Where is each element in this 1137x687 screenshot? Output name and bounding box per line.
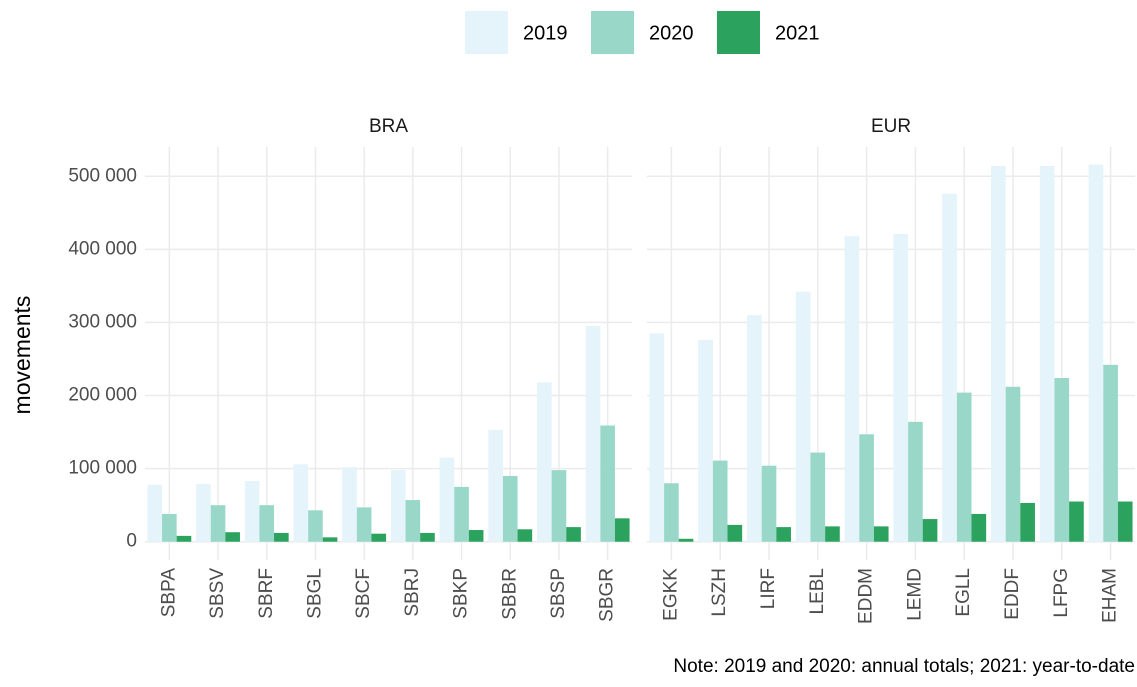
y-tick-label: 100 000 [68,458,137,479]
bar [196,483,211,542]
bar [1054,377,1070,542]
x-tick-label: SBGL [304,568,325,619]
bar [488,429,503,542]
x-tick-label: LSZH [709,568,730,617]
y-tick-label: 0 [126,531,137,552]
legend-label: 2021 [775,22,820,44]
bar [162,513,177,542]
x-tick-label: LEBL [807,568,828,614]
bar [893,233,909,542]
bar [614,518,630,542]
legend-swatch [717,11,760,54]
bar [727,524,743,542]
bar [356,507,372,542]
bar [225,532,240,542]
bar [405,500,421,542]
bar [1005,386,1021,542]
x-tick-label: SBCF [353,568,374,619]
bar [747,315,762,542]
legend-label: 2019 [523,22,568,44]
bar [1088,164,1104,542]
x-tick-label: SBPA [158,568,179,618]
x-tick-label: EGKK [660,568,681,621]
bar [908,421,923,542]
x-tick-label: LFPG [1051,568,1072,618]
bar [971,513,987,542]
x-tick-label: EHAM [1100,568,1121,623]
bar [342,467,357,542]
x-tick-label: EDDF [1002,568,1023,620]
x-tick-label: SBSP [548,568,569,619]
bar [678,538,694,542]
bar [468,530,484,542]
bar [712,460,728,542]
facet-title: BRA [369,116,408,137]
facet-title: EUR [871,116,911,137]
bar [274,532,289,542]
y-tick-label: 200 000 [68,385,137,406]
legend-swatch [591,11,634,54]
bar [698,339,713,542]
legend-label: 2020 [649,22,694,44]
y-tick-label: 500 000 [68,165,137,186]
bar [649,333,665,542]
bar [322,537,338,542]
bar [991,166,1006,542]
bar [795,291,811,542]
bar [244,481,260,542]
bar [1117,501,1133,542]
bar [371,533,387,542]
bar [825,526,840,542]
bar [176,535,192,542]
x-tick-label: SBGR [597,568,618,622]
x-tick-label: EDDM [856,568,877,624]
x-tick-label: SBRF [256,568,277,619]
bar [956,392,972,542]
bar [942,193,957,542]
bar [859,434,874,542]
bar [844,236,860,542]
bar [210,505,226,542]
bar [1039,166,1055,542]
y-tick-label: 300 000 [68,311,137,332]
x-tick-label: SBBR [499,568,520,620]
bar [600,425,615,542]
note: Note: 2019 and 2020: annual totals; 2021… [673,656,1135,677]
bar [1020,502,1035,542]
bar [308,510,323,542]
x-tick-label: SBRJ [402,568,423,617]
x-tick-label: LEMD [904,568,925,621]
bar [761,465,777,542]
y-axis-label: movements [9,296,35,415]
x-tick-label: LIRF [758,568,779,609]
bar [454,486,469,542]
bar [585,326,601,542]
bar [922,519,938,542]
bar [439,457,455,542]
bar [517,529,533,542]
bar [502,475,518,542]
bar [293,464,309,542]
bar [390,470,406,542]
bar [566,527,581,542]
bar [537,382,552,542]
bar [551,470,567,542]
x-tick-label: EGLL [953,568,974,617]
x-tick-label: SBSV [207,568,228,619]
legend-swatch [465,11,508,54]
bar [664,483,679,542]
bar [259,505,275,542]
bar [147,484,163,542]
bar [810,452,826,542]
bar [776,527,791,542]
bar [1069,501,1084,542]
x-tick-label: SBKP [451,568,472,619]
bar [1103,364,1118,542]
bar [420,532,435,542]
bar [873,526,889,542]
y-tick-label: 400 000 [68,238,137,259]
